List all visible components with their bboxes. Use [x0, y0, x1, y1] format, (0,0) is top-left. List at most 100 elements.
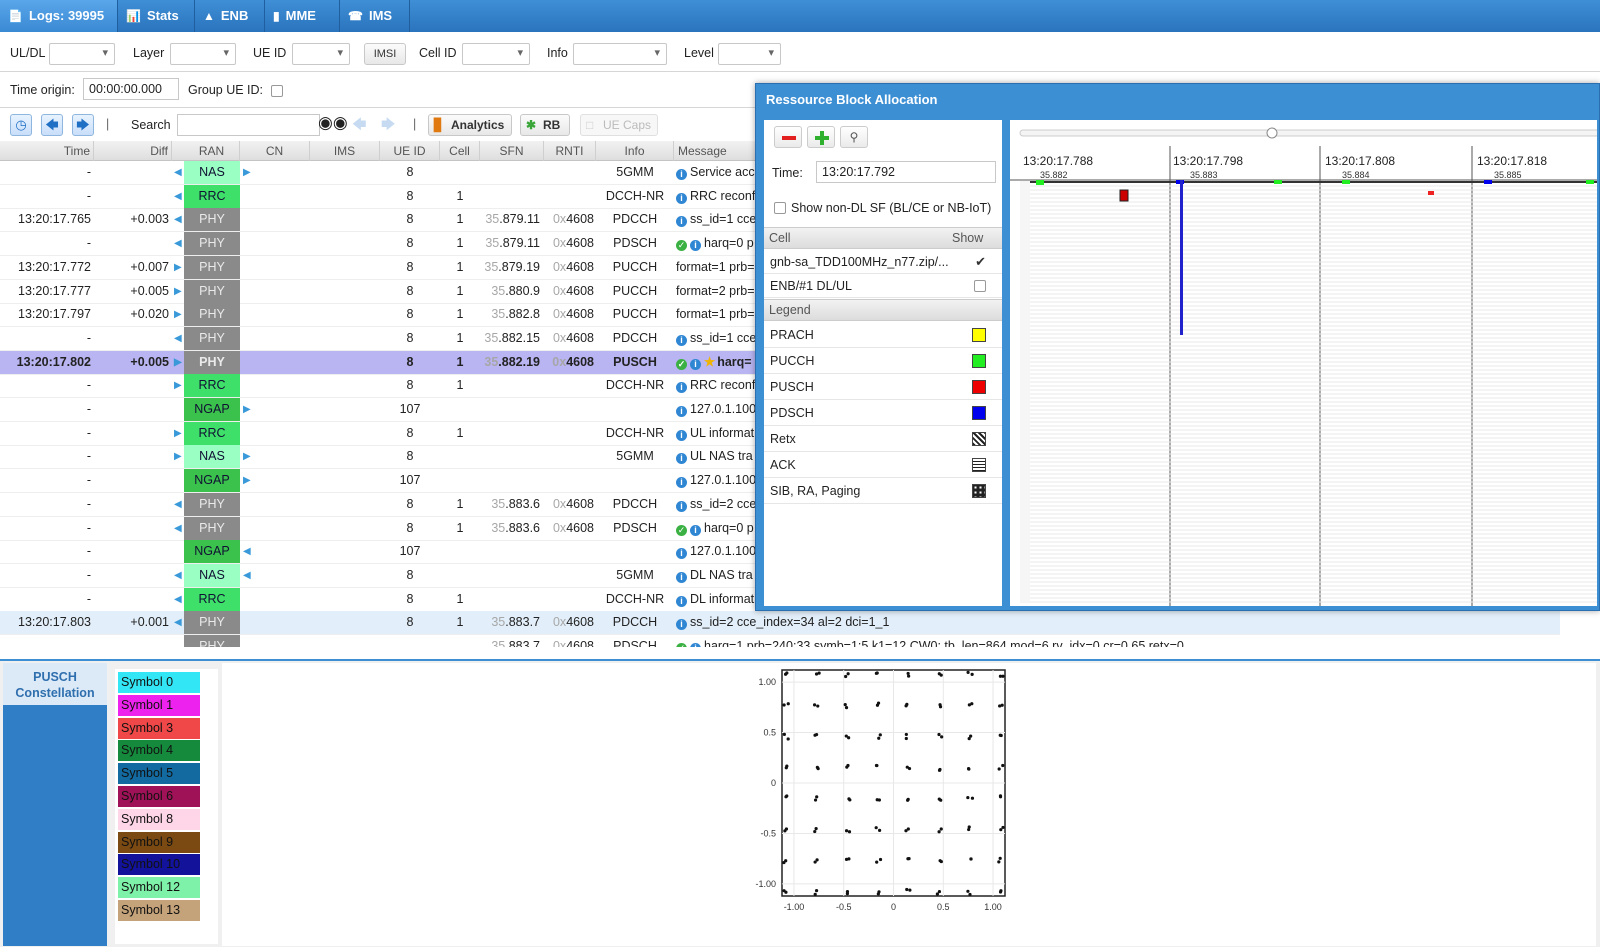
pdsch-block[interactable]: [1484, 180, 1492, 184]
symbol-item[interactable]: Symbol 4: [118, 740, 200, 762]
uldl-select[interactable]: [49, 43, 115, 65]
pucch-block[interactable]: [1342, 180, 1350, 184]
legend-row: PUCCH: [764, 348, 1002, 374]
tab-mme[interactable]: ▮ MME: [265, 0, 340, 32]
constellation-point: [970, 702, 974, 706]
cell-message: i UL NAS tra: [676, 445, 1556, 468]
level-select[interactable]: [718, 43, 781, 65]
cell-cell: [440, 469, 480, 492]
analytics-button[interactable]: ▊ Analytics: [428, 114, 512, 136]
message-text: 127.0.1.100: [690, 402, 757, 416]
symbol-item[interactable]: Symbol 1: [118, 694, 200, 716]
col-ueid[interactable]: UE ID: [380, 141, 440, 161]
constellation-point: [816, 767, 820, 771]
cell-diff: [94, 422, 172, 445]
cell-row[interactable]: ENB/#1 DL/UL: [764, 274, 1002, 298]
symbol-label: Symbol 3: [121, 720, 174, 735]
cell-message: ✓ i ★ harq=: [676, 351, 1556, 374]
message-text: UL informat: [690, 425, 755, 440]
message-text: 127.0.1.100: [690, 473, 757, 488]
cell-row[interactable]: gnb-sa_TDD100MHz_n77.zip/... ✔: [764, 250, 1002, 274]
constellation-point: [938, 705, 943, 709]
symbol-item[interactable]: Symbol 0: [118, 672, 200, 693]
symbol-item[interactable]: Symbol 9: [118, 831, 200, 853]
constellation-point: [846, 672, 850, 676]
binoculars-icon[interactable]: ◉◉: [318, 113, 348, 132]
imsi-button[interactable]: IMSI: [364, 43, 406, 65]
table-row[interactable]: 13:20:17.803 +0.001 ◀ PHY 8 1 35.883.7 0x4608 PD…: [0, 611, 1560, 636]
col-rnti[interactable]: RNTI: [544, 141, 596, 161]
info-icon: i: [676, 571, 687, 583]
clock-icon[interactable]: ◷: [10, 114, 32, 136]
col-cn[interactable]: CN: [240, 141, 310, 161]
arrow-right-icon[interactable]: 🡆: [72, 114, 94, 136]
table-row[interactable]: 13:20:17.772 +0.007 ▶ PHY 8 1 35.879.19 0x4608 P…: [0, 255, 1560, 280]
arrow-left-icon[interactable]: 🡄: [41, 114, 63, 136]
rb-time-input[interactable]: 13:20:17.792: [816, 161, 996, 183]
col-ims[interactable]: IMS: [310, 141, 380, 161]
symbol-item[interactable]: Symbol 13: [118, 900, 200, 921]
timeline-sfn-label: 35.883: [1190, 170, 1218, 180]
symbol-item[interactable]: Symbol 8: [118, 808, 200, 830]
search-input[interactable]: [177, 114, 320, 136]
symbol-item[interactable]: Symbol 3: [118, 717, 200, 739]
arrow-right-icon: ▶: [174, 261, 182, 273]
col-time[interactable]: Time: [0, 141, 94, 161]
constellation-point: [875, 671, 879, 675]
constellation-point: [847, 797, 851, 801]
check-circle-icon: ✓: [676, 358, 687, 370]
constellation-point: [813, 892, 817, 896]
pusch-constellation-tab[interactable]: PUSCH Constellation: [3, 663, 107, 705]
cell-cell: [440, 564, 480, 587]
magnifier-button[interactable]: ⚲: [840, 126, 868, 148]
ueid-select[interactable]: [292, 43, 350, 65]
symbol-item[interactable]: Symbol 12: [118, 877, 200, 899]
pucch-block[interactable]: [1036, 180, 1044, 185]
rnti-prefix: 0x: [552, 307, 567, 322]
constellation-point: [998, 794, 1003, 798]
tab-logs[interactable]: 📄 Logs: 39995: [0, 0, 118, 32]
info-select[interactable]: [573, 43, 667, 65]
cellid-select[interactable]: [462, 43, 530, 65]
group-ueid-checkbox[interactable]: [271, 85, 283, 97]
rb-button[interactable]: ✱ RB: [520, 114, 570, 136]
pusch-block[interactable]: [1428, 191, 1434, 195]
symbol-item[interactable]: Symbol 5: [118, 763, 200, 785]
constellation-point: [816, 704, 820, 708]
arrow-left-icon: ◀: [174, 522, 182, 534]
zoom-out-button[interactable]: [774, 126, 802, 148]
timeline-slider-handle[interactable]: [1266, 127, 1278, 139]
tab-ims[interactable]: ☎ IMS: [340, 0, 410, 32]
col-cell[interactable]: Cell: [440, 141, 480, 161]
col-sfn[interactable]: SFN: [480, 141, 544, 161]
show-non-dl-checkbox[interactable]: [774, 202, 786, 214]
col-diff[interactable]: Diff: [94, 141, 172, 161]
time-origin-input[interactable]: 00:00:00.000: [83, 78, 179, 100]
check-circle-icon: ✓: [676, 643, 687, 647]
constellation-point: [814, 827, 818, 831]
pusch-constellation-sidetab[interactable]: PUSCH Constellation: [3, 663, 107, 946]
pusch-block[interactable]: [1119, 189, 1129, 202]
pucch-block[interactable]: [1274, 180, 1282, 184]
layer-select[interactable]: [170, 43, 236, 65]
col-info[interactable]: Info: [596, 141, 674, 161]
pdsch-allocation[interactable]: [1180, 180, 1183, 335]
cell-show-checkbox[interactable]: [974, 280, 986, 292]
constellation-point: [783, 829, 787, 833]
arrow-left-icon: ◀: [243, 546, 251, 558]
tab-stats[interactable]: 📊 Stats: [118, 0, 195, 32]
cell-message: i 127.0.1.100: [676, 398, 1556, 421]
info-icon: i: [690, 643, 701, 647]
zoom-in-button[interactable]: [807, 126, 835, 148]
sfn-value: .880.9: [505, 283, 540, 298]
constellation-point: [999, 828, 1003, 832]
pucch-block[interactable]: [1586, 180, 1594, 184]
symbol-item[interactable]: Symbol 10: [118, 854, 200, 876]
col-ran[interactable]: RAN: [184, 141, 240, 161]
symbol-item[interactable]: Symbol 6: [118, 786, 200, 807]
tab-enb[interactable]: ▲ ENB: [195, 0, 265, 32]
checkmark-icon[interactable]: ✔: [975, 254, 986, 269]
col-message[interactable]: Message: [678, 144, 727, 158]
timeline-slider-track[interactable]: [1019, 129, 1597, 137]
